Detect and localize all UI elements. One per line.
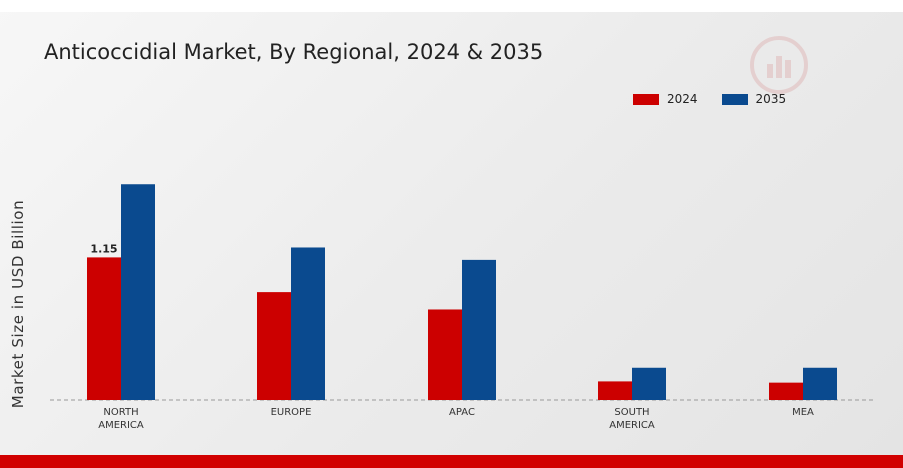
bar-2024-2 [428,309,462,400]
bar-2035-1 [291,247,325,400]
chart-title: Anticoccidial Market, By Regional, 2024 … [44,40,544,64]
x-tick-label: NORTH AMERICA [98,407,144,431]
bottom-accent-bar [0,455,903,468]
x-tick-label: EUROPE [271,407,312,418]
bar-2035-3 [632,367,666,400]
x-tick-label: SOUTH AMERICA [609,407,655,431]
bar-2024-0 [87,257,121,400]
bar-2024-3 [598,381,632,400]
legend-label-2035: 2035 [755,92,787,106]
bar-2024-4 [769,382,803,400]
legend-label-2024: 2024 [667,92,698,106]
market-research-logo-icon [750,36,808,94]
legend-item-2024: 2024 [633,92,698,106]
legend-swatch-2024 [633,93,659,105]
legend: 2024 2035 [633,90,810,108]
bar-2035-0 [121,184,155,400]
top-strip [0,0,903,12]
bar-2035-2 [462,259,496,400]
x-tick-label: APAC [449,407,475,418]
x-tick-label: MEA [792,407,814,418]
data-label: 1.15 [90,242,117,255]
legend-swatch-2035 [721,93,748,105]
legend-item-2035: 2035 [721,92,787,106]
bar-2024-1 [257,292,291,400]
bar-2035-4 [803,367,837,400]
